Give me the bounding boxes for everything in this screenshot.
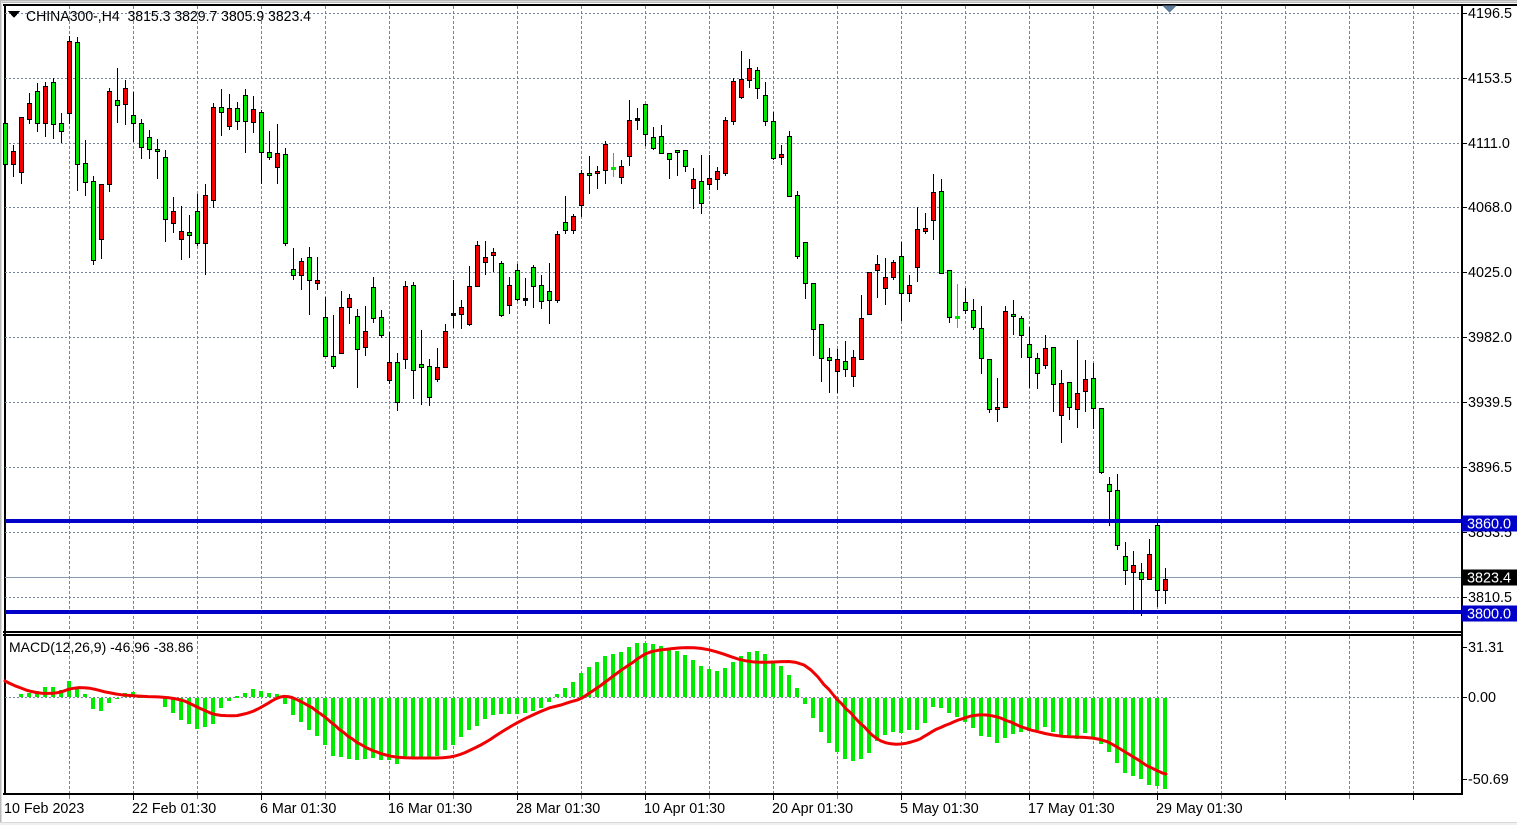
svg-text:CHINA300-,H4 3815.3 3829.7 38: CHINA300-,H4 3815.3 3829.7 3805.9 3823.4 (26, 8, 311, 25)
svg-text:10 Apr 01:30: 10 Apr 01:30 (644, 801, 725, 817)
svg-text:29 May 01:30: 29 May 01:30 (1156, 801, 1243, 817)
svg-text:4025.0: 4025.0 (1468, 265, 1512, 281)
svg-text:4196.5: 4196.5 (1468, 6, 1512, 22)
svg-text:3939.5: 3939.5 (1468, 395, 1512, 411)
svg-text:3810.5: 3810.5 (1468, 590, 1512, 606)
svg-text:0.00: 0.00 (1468, 690, 1496, 706)
svg-text:3982.0: 3982.0 (1468, 330, 1512, 346)
svg-text:20 Apr 01:30: 20 Apr 01:30 (772, 801, 853, 817)
svg-text:3800.0: 3800.0 (1467, 607, 1511, 623)
svg-text:22 Feb 01:30: 22 Feb 01:30 (132, 801, 216, 817)
svg-text:10 Feb 2023: 10 Feb 2023 (4, 801, 84, 817)
svg-text:17 May 01:30: 17 May 01:30 (1028, 801, 1115, 817)
svg-text:-50.69: -50.69 (1468, 772, 1509, 788)
svg-text:MACD(12,26,9) -46.96 -38.86: MACD(12,26,9) -46.96 -38.86 (9, 639, 194, 655)
svg-text:4111.0: 4111.0 (1468, 136, 1510, 152)
svg-text:3860.0: 3860.0 (1467, 517, 1511, 533)
svg-text:6 Mar 01:30: 6 Mar 01:30 (260, 801, 336, 817)
svg-text:4153.5: 4153.5 (1468, 71, 1512, 87)
svg-text:3896.5: 3896.5 (1468, 460, 1512, 476)
svg-text:4068.0: 4068.0 (1468, 200, 1512, 216)
svg-text:28 Mar 01:30: 28 Mar 01:30 (516, 801, 600, 817)
svg-text:16 Mar 01:30: 16 Mar 01:30 (388, 801, 472, 817)
svg-text:3823.4: 3823.4 (1467, 571, 1511, 587)
svg-text:5 May 01:30: 5 May 01:30 (900, 801, 979, 817)
svg-text:31.31: 31.31 (1468, 640, 1504, 656)
